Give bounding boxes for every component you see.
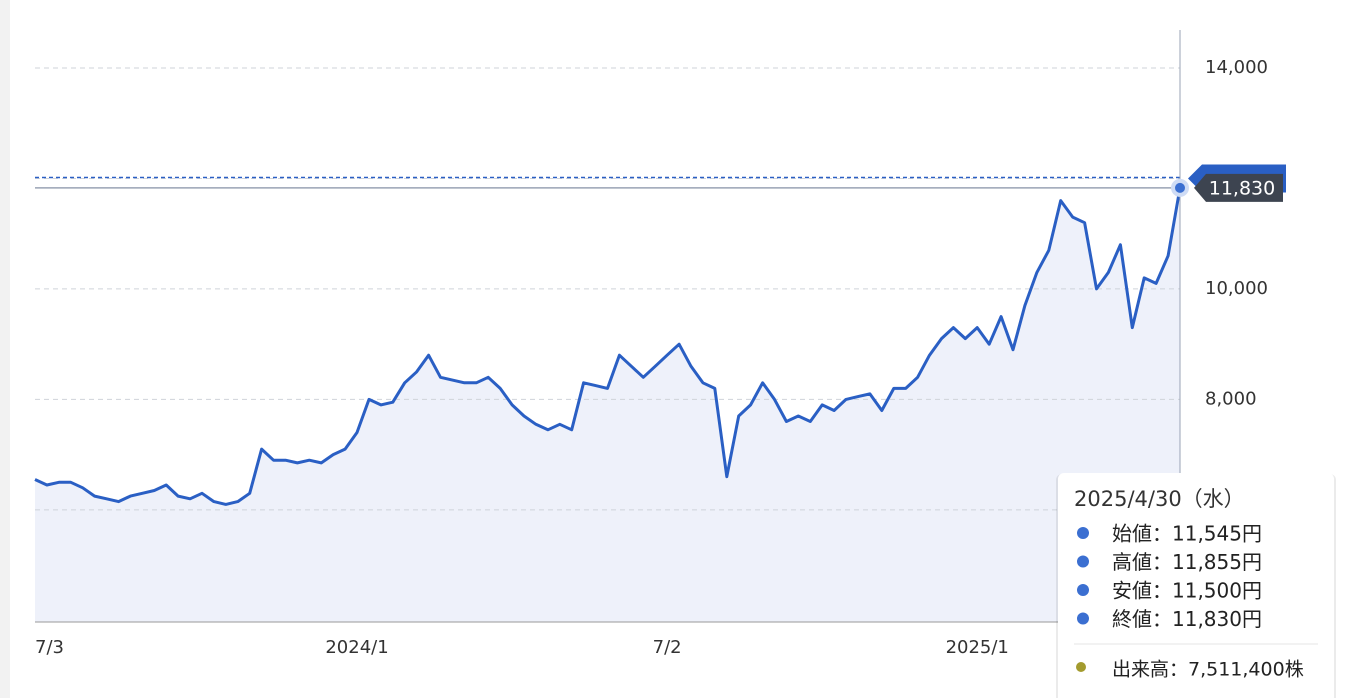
tooltip-item: 安値：11,500円	[1112, 579, 1262, 603]
tooltip-item: 始値：11,545円	[1112, 522, 1262, 546]
tooltip-box	[1058, 473, 1334, 698]
tooltip: 2025/4/30（水） 始値：11,545円高値：11,855円安値：11,50…	[1056, 473, 1336, 698]
y-tick-label: 8,000	[1205, 388, 1257, 409]
tooltip-dot	[1077, 555, 1089, 568]
tooltip-dot	[1077, 584, 1089, 596]
tooltip-dot	[1076, 662, 1086, 672]
x-tick-label: 7/3	[35, 637, 64, 658]
crosshair-point	[1171, 178, 1189, 197]
y-tick-label: 14,000	[1205, 57, 1268, 78]
tooltip-dot	[1077, 612, 1089, 625]
x-tick-label: 7/2	[653, 637, 682, 658]
tooltip-volume: 出来高：7,511,400株	[1112, 659, 1304, 681]
value-tag-label: 11,830	[1209, 177, 1275, 199]
tooltip-item: 終値：11,830円	[1112, 607, 1262, 631]
tooltip-item: 高値：11,855円	[1112, 550, 1262, 574]
area	[35, 187, 1180, 622]
side-strip	[0, 0, 10, 698]
x-tick-label: 2024/1	[325, 637, 388, 658]
tooltip-title: 2025/4/30（水）	[1074, 487, 1245, 511]
y-tick-label: 10,000	[1205, 278, 1268, 299]
price-line	[34, 187, 1182, 506]
value-tag	[1194, 173, 1283, 202]
x-tick-label: 2025/1	[946, 637, 1009, 658]
tooltip-dot	[1077, 527, 1089, 539]
